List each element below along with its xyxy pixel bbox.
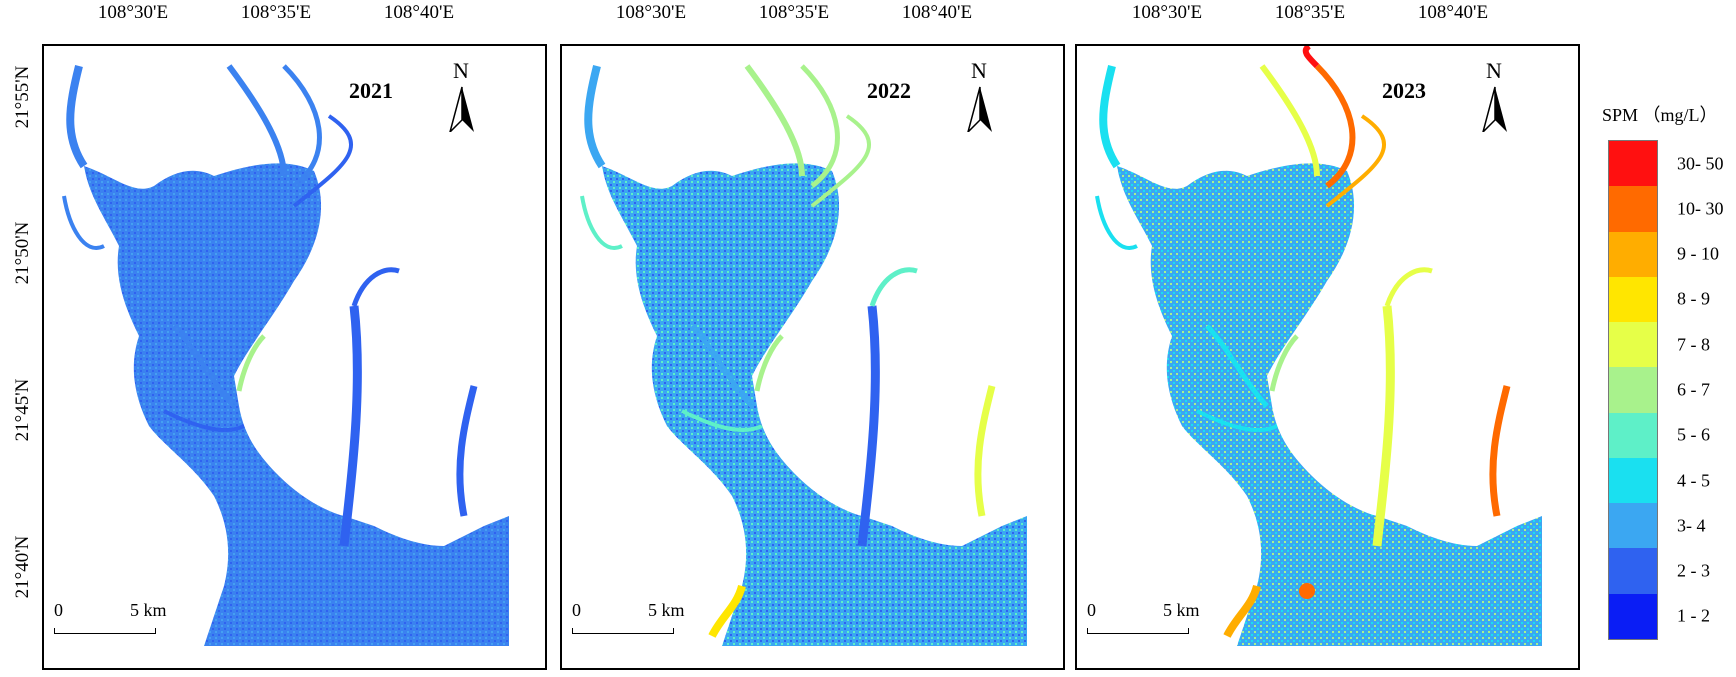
legend-swatch — [1609, 186, 1657, 233]
legend-swatch — [1609, 231, 1657, 278]
legend-label: 2 - 3 — [1677, 560, 1710, 581]
legend-swatch — [1609, 593, 1657, 640]
lon-label-108-35: 108°35'E — [240, 2, 312, 23]
lat-label-21-55: 21°55'N — [12, 65, 33, 129]
legend-label: 5 - 6 — [1677, 424, 1710, 445]
year-label: 2022 — [867, 78, 911, 103]
legend-label: 3- 4 — [1677, 515, 1706, 536]
legend-swatch — [1609, 503, 1657, 549]
scale-end: 5 km — [130, 600, 167, 620]
legend-color-bar — [1608, 140, 1658, 640]
legend-label: 8 - 9 — [1677, 288, 1710, 309]
lon-label-108-30: 108°30'E — [615, 2, 687, 23]
legend-label: 1 - 2 — [1677, 605, 1710, 626]
legend-label: 6 - 7 — [1677, 379, 1710, 400]
legend-label: 30- 50 — [1677, 153, 1724, 174]
legend-label: 10- 30 — [1677, 198, 1724, 219]
lon-label-108-35: 108°35'E — [758, 2, 830, 23]
lat-label-21-45: 21°45'N — [12, 378, 33, 442]
legend-swatch — [1609, 548, 1657, 595]
lon-label-108-40: 108°40'E — [383, 2, 455, 23]
lon-label-108-35: 108°35'E — [1274, 2, 1346, 23]
north-arrow-icon: N — [965, 58, 995, 135]
scale-start: 0 — [572, 600, 581, 620]
scale-bar: 0 5 km — [1087, 600, 1200, 640]
map-panel-2023: 2023 N 0 5 km — [1075, 44, 1580, 670]
spm-map-2021 — [62, 64, 509, 646]
scale-start: 0 — [54, 600, 63, 620]
scale-bar: 0 5 km — [572, 600, 685, 640]
legend-swatch — [1609, 322, 1657, 368]
lon-label-108-40: 108°40'E — [1417, 2, 1489, 23]
spm-map-2022 — [580, 64, 1027, 646]
scale-bar: 0 5 km — [54, 600, 167, 640]
legend-swatch — [1609, 457, 1657, 504]
legend-title: SPM （mg/L） — [1602, 105, 1718, 125]
lon-label-108-30: 108°30'E — [1131, 2, 1203, 23]
year-label: 2021 — [349, 78, 393, 103]
legend-swatch — [1609, 276, 1657, 323]
legend-label: 7 - 8 — [1677, 334, 1710, 355]
map-panel-2022: 2022 N 0 5 km — [560, 44, 1065, 670]
legend-swatch — [1609, 367, 1657, 414]
lat-label-21-40: 21°40'N — [12, 535, 33, 599]
legend-label: 4 - 5 — [1677, 470, 1710, 491]
lon-label-108-30: 108°30'E — [97, 2, 169, 23]
north-arrow-icon: N — [1480, 58, 1510, 135]
north-letter: N — [453, 58, 469, 83]
map-panel-2021: 2021 N 0 5 km — [42, 44, 547, 670]
scale-end: 5 km — [648, 600, 685, 620]
north-letter: N — [1486, 58, 1502, 83]
legend-swatch — [1609, 141, 1657, 187]
spm-map-2023 — [1095, 46, 1542, 646]
scale-start: 0 — [1087, 600, 1096, 620]
lon-label-108-40: 108°40'E — [901, 2, 973, 23]
lat-label-21-50: 21°50'N — [12, 221, 33, 285]
north-letter: N — [971, 58, 987, 83]
legend-label: 9 - 10 — [1677, 243, 1719, 264]
north-arrow-icon: N — [447, 58, 477, 135]
legend-swatch — [1609, 412, 1657, 459]
scale-end: 5 km — [1163, 600, 1200, 620]
year-label: 2023 — [1382, 78, 1426, 103]
